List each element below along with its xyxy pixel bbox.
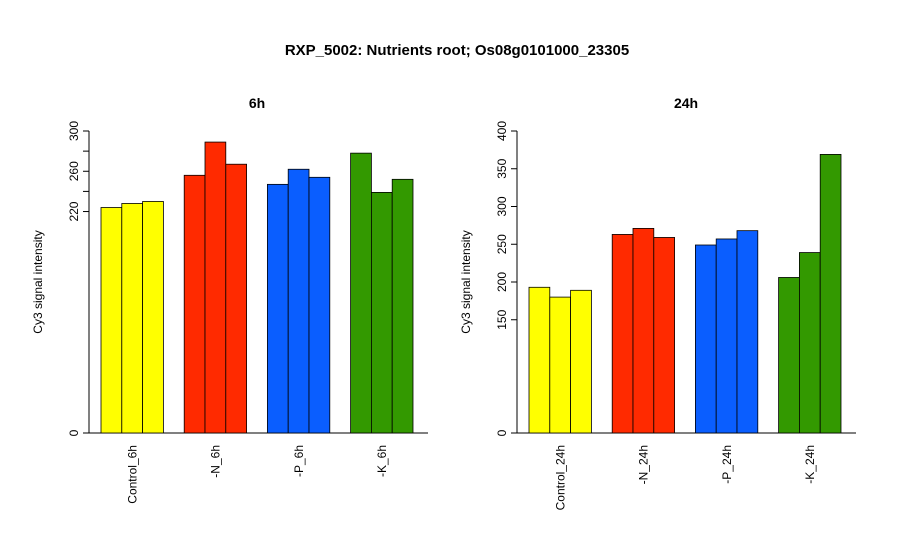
bar--N_24h-3 <box>653 237 675 434</box>
y-tick-label: 260 <box>67 161 81 181</box>
y-tick-label: 150 <box>495 309 509 329</box>
x-tick-label: -P_24h <box>720 445 734 484</box>
bar-Control_6h-1 <box>100 207 123 434</box>
bar-Control_24h-3 <box>570 289 592 434</box>
panel-title-24h: 24h <box>674 95 698 111</box>
bar--P_24h-2 <box>715 238 738 434</box>
bar-Control_6h-3 <box>142 201 164 434</box>
x-tick-label: -N_6h <box>209 445 223 478</box>
panel-24h: 24h Cy3 signal intensity 0 150 200 250 300 35… <box>459 95 856 510</box>
bar--P_6h-2 <box>287 168 310 434</box>
y-tick-label: 400 <box>495 121 509 141</box>
bar--N_6h-1 <box>183 174 206 434</box>
y-tick-label: 250 <box>495 234 509 254</box>
x-tick-label: -N_24h <box>637 445 651 484</box>
x-tick-label: -K_6h <box>375 445 389 477</box>
bar-Control_6h-2 <box>121 203 144 434</box>
bar--P_24h-1 <box>695 244 717 434</box>
bar--K_24h-3 <box>819 154 842 434</box>
y-tick-label: 220 <box>67 201 81 221</box>
y-tick-label: 300 <box>67 121 81 141</box>
bar--K_6h-1 <box>350 152 372 434</box>
bar--P_24h-3 <box>736 230 759 434</box>
bar--N_6h-3 <box>225 163 248 434</box>
y-tick-label: 0 <box>495 429 509 436</box>
bar--K_24h-1 <box>778 277 800 434</box>
bar-Control_24h-1 <box>528 286 551 434</box>
bar--N_24h-1 <box>611 234 634 434</box>
bar-Control_24h-2 <box>549 296 571 434</box>
x-tick-label: Control_6h <box>125 445 139 504</box>
x-tick-label: -K_24h <box>803 445 817 484</box>
x-tick-label: Control_24h <box>553 445 567 510</box>
bar--N_24h-2 <box>632 227 655 434</box>
y-axis-label-24h: Cy3 signal intensity <box>459 230 473 333</box>
bar--P_6h-3 <box>308 176 331 434</box>
bar--P_6h-1 <box>266 183 289 434</box>
bar--K_6h-2 <box>370 192 393 434</box>
figure-title: RXP_5002: Nutrients root; Os08g0101000_2… <box>285 42 629 59</box>
panel-6h: 6h Cy3 signal intensity 0 220 260 300 Contro… <box>31 95 428 504</box>
y-tick-label: 350 <box>495 158 509 178</box>
y-tick-label: 200 <box>495 272 509 292</box>
bar--N_6h-2 <box>204 141 227 434</box>
bar--K_6h-3 <box>391 178 414 434</box>
y-tick-label: 0 <box>67 429 81 436</box>
panel-title-6h: 6h <box>249 95 265 111</box>
y-axis-label-6h: Cy3 signal intensity <box>31 230 45 333</box>
y-tick-label: 300 <box>495 196 509 216</box>
x-tick-label: -P_6h <box>292 445 306 477</box>
bar--K_24h-2 <box>799 252 821 434</box>
